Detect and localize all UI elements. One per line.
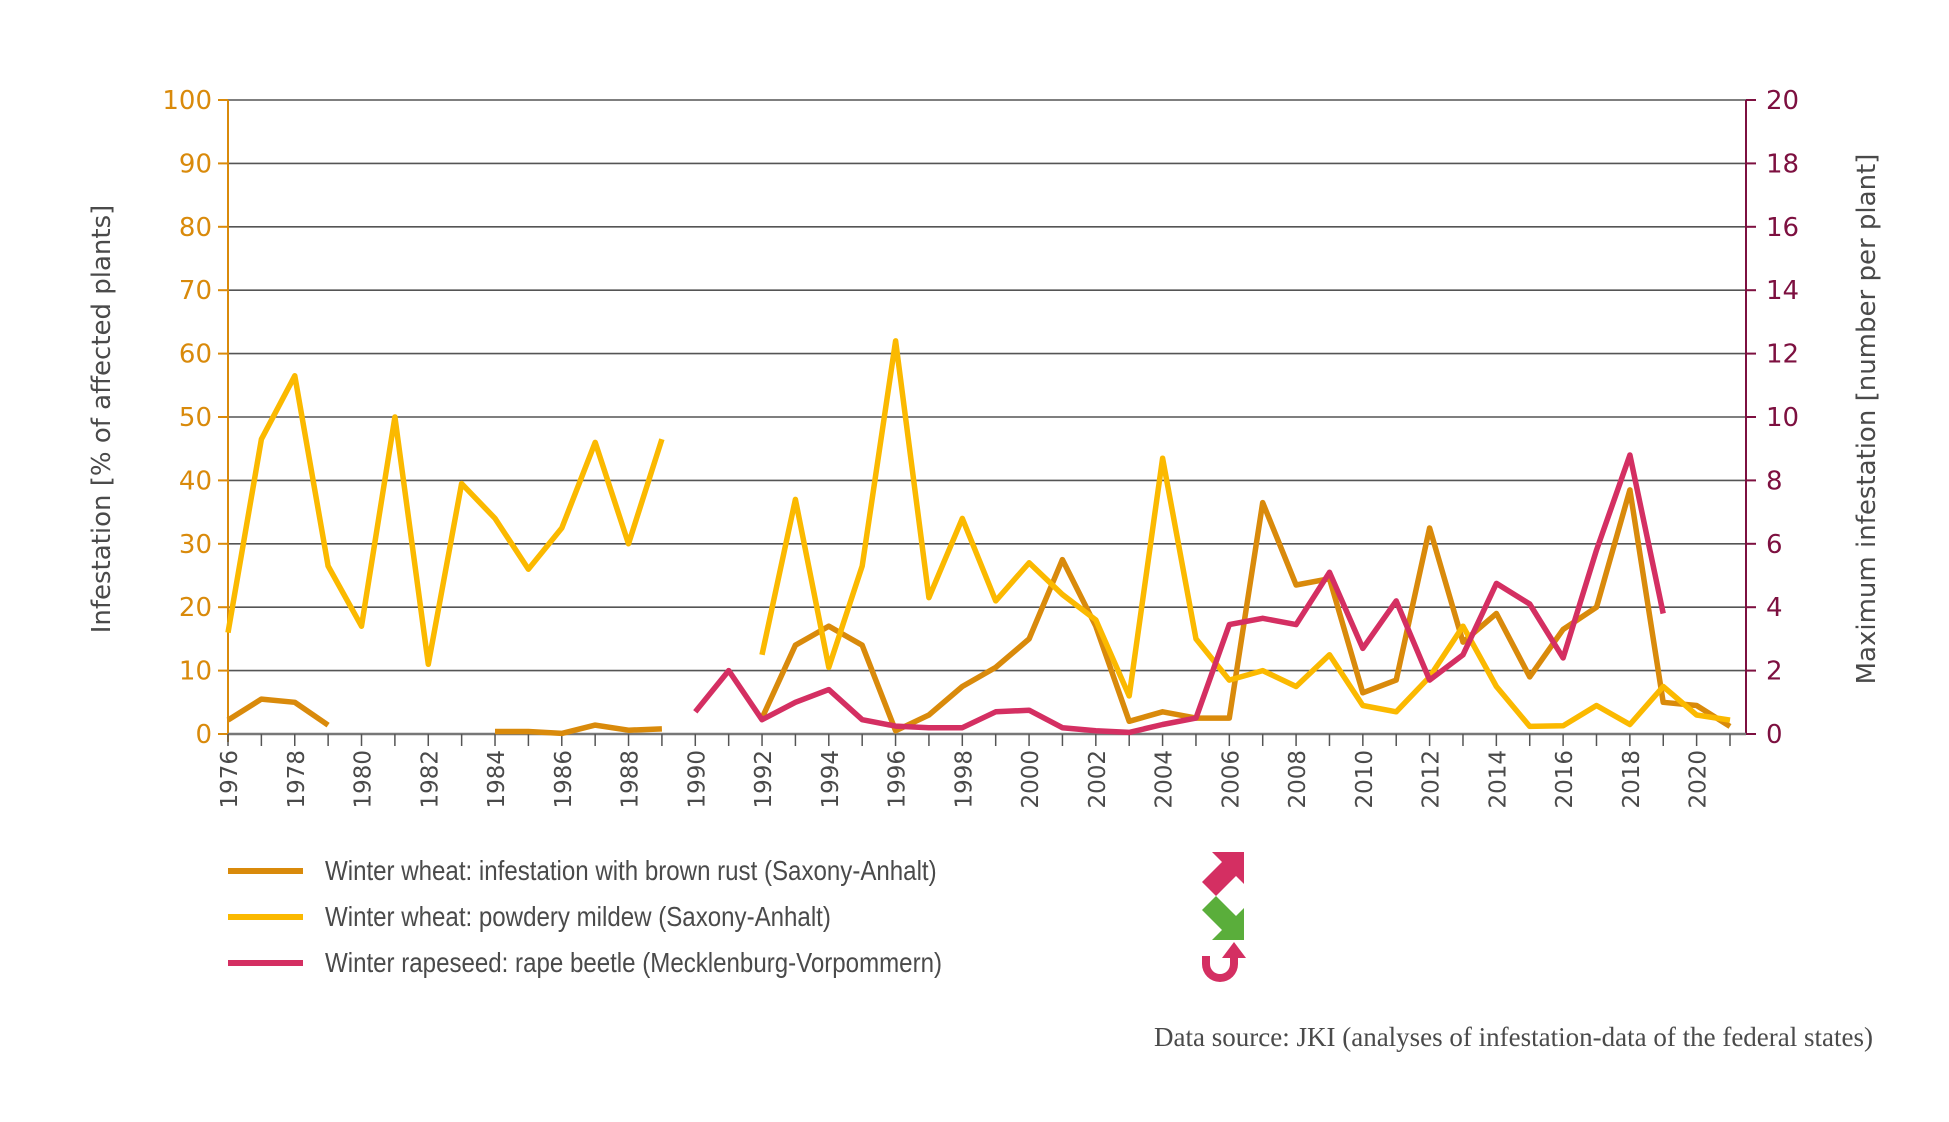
arrow-up-right-icon <box>1202 852 1244 896</box>
series-lines <box>225 338 1732 737</box>
y-right-tick-label: 4 <box>1766 593 1783 623</box>
x-tick-label: 2014 <box>1485 750 1511 809</box>
x-tick-label: 1994 <box>818 750 844 809</box>
data-source-note: Data source: JKI (analyses of infestatio… <box>1154 1022 1873 1052</box>
x-tick-label: 2002 <box>1085 750 1111 809</box>
y-axis-left-title: Infestation [% of affected plants] <box>87 205 117 634</box>
x-tick-label: 2018 <box>1619 750 1645 809</box>
y-left-tick-label: 40 <box>179 466 212 496</box>
y-left-tick-label: 70 <box>179 276 212 306</box>
y-left-tick-label: 20 <box>179 593 212 623</box>
y-axis-right-title: Maximum infestation [number per plant] <box>1852 154 1882 685</box>
x-tick-label: 1990 <box>684 750 710 809</box>
series-line-1 <box>759 338 1731 730</box>
series-line-2 <box>693 452 1666 736</box>
legend-label: Winter wheat: powdery mildew (Saxony-Anh… <box>325 901 831 932</box>
x-tick-label: 2004 <box>1152 750 1178 809</box>
legend-label: Winter wheat: infestation with brown rus… <box>325 855 937 886</box>
x-tick-label: 2016 <box>1552 750 1578 809</box>
x-tick-label: 1976 <box>217 750 243 809</box>
y-right-tick-label: 6 <box>1766 530 1783 560</box>
tick-labels: 0102030405060708090100024681012141618201… <box>162 86 1799 809</box>
x-tick-label: 1986 <box>551 750 577 809</box>
series-line-1 <box>225 373 665 668</box>
trend-icons <box>1198 850 1258 988</box>
x-tick-label: 1984 <box>484 750 510 809</box>
arrow-down-right-icon <box>1202 896 1244 940</box>
series-line-0 <box>495 722 663 737</box>
legend-swatch-powdery-mildew <box>228 914 303 920</box>
x-tick-label: 1982 <box>417 750 443 809</box>
x-tick-label: 1980 <box>351 750 377 809</box>
legend-swatch-brown-rust <box>228 868 303 874</box>
y-right-tick-label: 14 <box>1766 276 1799 306</box>
y-left-tick-label: 50 <box>179 403 212 433</box>
y-left-tick-label: 80 <box>179 213 212 243</box>
legend-swatch-rape-beetle <box>228 960 303 966</box>
y-left-tick-label: 30 <box>179 530 212 560</box>
x-tick-label: 2000 <box>1018 750 1044 809</box>
y-left-tick-label: 100 <box>162 86 212 116</box>
legend-label: Winter rapeseed: rape beetle (Mecklenbur… <box>325 947 943 978</box>
x-tick-label: 1992 <box>751 750 777 809</box>
y-right-tick-label: 0 <box>1766 720 1783 750</box>
y-right-tick-label: 2 <box>1766 657 1783 687</box>
x-tick-label: 2008 <box>1285 750 1311 809</box>
legend-item-rape-beetle: Winter rapeseed: rape beetle (Mecklenbur… <box>228 940 1042 986</box>
legend-item-brown-rust: Winter wheat: infestation with brown rus… <box>228 848 1042 894</box>
x-tick-label: 2010 <box>1352 750 1378 809</box>
axes <box>218 99 1756 746</box>
y-right-tick-label: 12 <box>1766 340 1799 370</box>
y-right-tick-label: 10 <box>1766 403 1799 433</box>
y-left-tick-label: 10 <box>179 657 212 687</box>
x-tick-label: 2020 <box>1686 750 1712 809</box>
x-tick-label: 2012 <box>1419 750 1445 809</box>
u-turn-arrow-icon <box>1202 942 1246 982</box>
series-line-0 <box>759 487 1732 734</box>
y-right-tick-label: 20 <box>1766 86 1799 116</box>
x-tick-label: 1988 <box>618 750 644 809</box>
gridlines <box>228 99 1746 672</box>
x-tick-label: 2006 <box>1218 750 1244 809</box>
legend-item-powdery-mildew: Winter wheat: powdery mildew (Saxony-Anh… <box>228 894 1042 940</box>
x-tick-label: 1998 <box>951 750 977 809</box>
y-left-tick-label: 0 <box>195 720 212 750</box>
y-right-tick-label: 8 <box>1766 466 1783 496</box>
x-tick-label: 1996 <box>885 750 911 809</box>
x-tick-label: 1978 <box>284 750 310 809</box>
y-right-tick-label: 18 <box>1766 149 1799 179</box>
legend: Winter wheat: infestation with brown rus… <box>228 848 1042 986</box>
y-left-tick-label: 90 <box>179 149 212 179</box>
y-left-tick-label: 60 <box>179 340 212 370</box>
y-right-tick-label: 16 <box>1766 213 1799 243</box>
series-line-0 <box>226 696 330 728</box>
